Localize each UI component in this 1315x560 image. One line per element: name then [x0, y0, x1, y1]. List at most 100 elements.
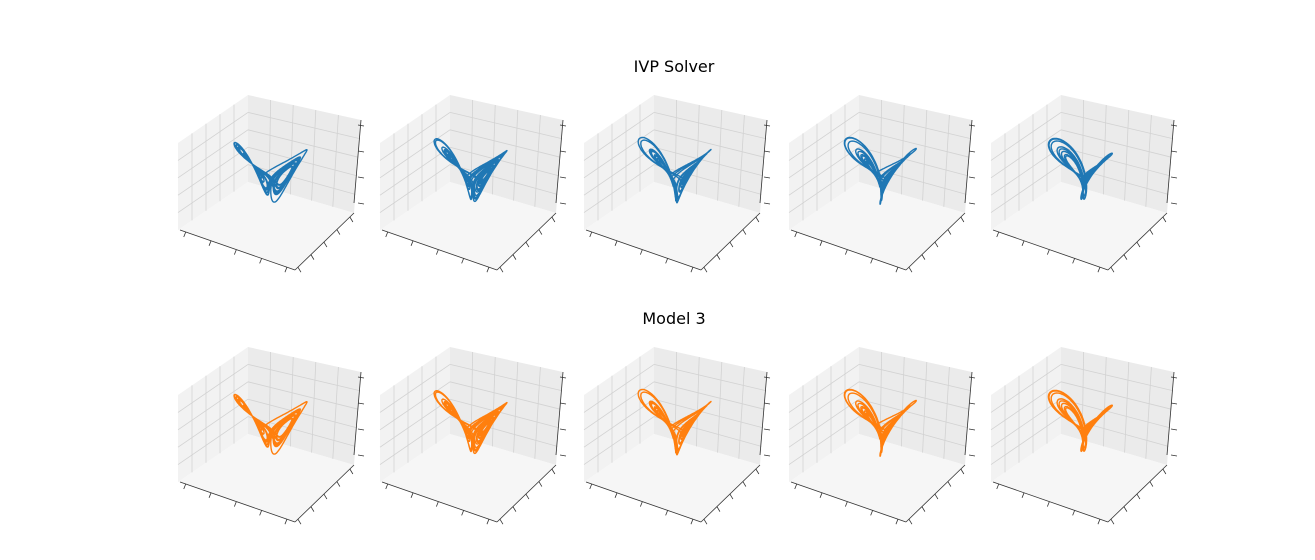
- z-axis-line: [1166, 119, 1175, 204]
- attractor-line: [637, 136, 712, 204]
- y-axis-line: [700, 212, 761, 271]
- grid-line: [788, 364, 860, 413]
- y-tick: [742, 229, 747, 235]
- grid-line: [177, 146, 249, 196]
- y-tick: [1123, 254, 1128, 260]
- z-axis-line: [759, 371, 768, 456]
- back-pane-left: [178, 347, 248, 482]
- x-tick: [410, 492, 414, 498]
- y-axis-line: [496, 464, 557, 523]
- grid-line: [1145, 114, 1152, 207]
- y-tick: [716, 506, 721, 512]
- panel-2-5: [990, 347, 1178, 525]
- back-pane-left: [789, 347, 859, 482]
- grid-line: [788, 398, 860, 448]
- z-axis-line: [964, 371, 973, 456]
- floor-pane: [380, 434, 556, 522]
- grid-line: [990, 129, 1062, 179]
- grid-line: [177, 112, 249, 161]
- grid-line: [1124, 361, 1130, 453]
- z-tick: [357, 428, 365, 431]
- grid-line: [177, 164, 249, 213]
- attractor-line: [1047, 137, 1113, 201]
- y-tick: [755, 216, 760, 223]
- y-tick: [310, 254, 315, 260]
- grid-line: [311, 109, 317, 201]
- grid-line: [696, 104, 700, 195]
- x-tick: [284, 267, 288, 273]
- grid-line: [583, 146, 655, 196]
- grid-line: [653, 364, 766, 391]
- grid-line: [379, 416, 451, 465]
- x-tick: [639, 249, 643, 255]
- x-axis-line: [992, 229, 1109, 271]
- z-tick: [1170, 454, 1178, 457]
- z-tick: [357, 376, 365, 379]
- floor-pane: [584, 182, 760, 270]
- grid-line: [990, 146, 1062, 196]
- grid-line: [717, 361, 723, 453]
- z-tick: [968, 124, 976, 127]
- z-tick: [357, 176, 365, 179]
- back-pane-right: [1061, 95, 1174, 213]
- grid-line: [858, 364, 971, 391]
- grid-line: [177, 398, 249, 448]
- x-tick: [208, 240, 212, 246]
- x-tick: [819, 492, 823, 498]
- attractor-line: [233, 141, 308, 203]
- grid-line: [247, 398, 357, 429]
- grid-line: [901, 104, 905, 195]
- z-tick: [357, 454, 365, 457]
- x-tick: [1021, 240, 1025, 246]
- back-pane-left: [584, 347, 654, 482]
- panel-2-3: [583, 347, 771, 525]
- z-tick: [1170, 402, 1178, 405]
- x-axis-line: [179, 481, 296, 523]
- grid-line: [1145, 366, 1152, 459]
- y-tick: [297, 266, 302, 273]
- z-tick: [559, 150, 567, 153]
- y-tick: [551, 468, 556, 475]
- y-tick: [742, 481, 747, 487]
- grid-line: [901, 356, 905, 447]
- grid-line: [922, 109, 928, 201]
- x-tick: [819, 240, 823, 246]
- x-tick: [665, 510, 669, 516]
- floor-pane: [789, 182, 965, 270]
- floor-pane: [991, 182, 1167, 270]
- y-axis-line: [905, 464, 966, 523]
- y-tick: [908, 518, 913, 525]
- attractor-line: [233, 393, 308, 455]
- grid-line: [1103, 104, 1107, 195]
- z-tick: [559, 176, 567, 179]
- x-tick: [385, 231, 389, 238]
- z-axis-line: [555, 371, 564, 456]
- grid-line: [449, 146, 559, 177]
- x-tick: [435, 501, 439, 507]
- grid-line: [990, 398, 1062, 448]
- z-tick: [763, 124, 771, 127]
- x-axis-line: [790, 229, 907, 271]
- z-tick: [559, 376, 567, 379]
- y-tick: [729, 493, 734, 500]
- grid-line: [653, 146, 763, 177]
- y-tick: [297, 518, 302, 525]
- y-axis-line: [1107, 464, 1168, 523]
- z-tick: [357, 202, 365, 205]
- attractor-line: [433, 138, 508, 203]
- z-tick: [1170, 176, 1178, 179]
- grid-line: [858, 398, 968, 429]
- x-tick: [259, 510, 263, 516]
- x-tick: [208, 492, 212, 498]
- y-tick: [499, 266, 504, 273]
- grid-line: [177, 381, 249, 431]
- x-tick: [1021, 492, 1025, 498]
- z-tick: [763, 428, 771, 431]
- x-tick: [870, 510, 874, 516]
- x-tick: [233, 501, 237, 507]
- back-pane-left: [789, 95, 859, 230]
- z-tick: [968, 402, 976, 405]
- z-tick: [1170, 376, 1178, 379]
- grid-line: [247, 129, 359, 158]
- attractor-line: [843, 388, 917, 457]
